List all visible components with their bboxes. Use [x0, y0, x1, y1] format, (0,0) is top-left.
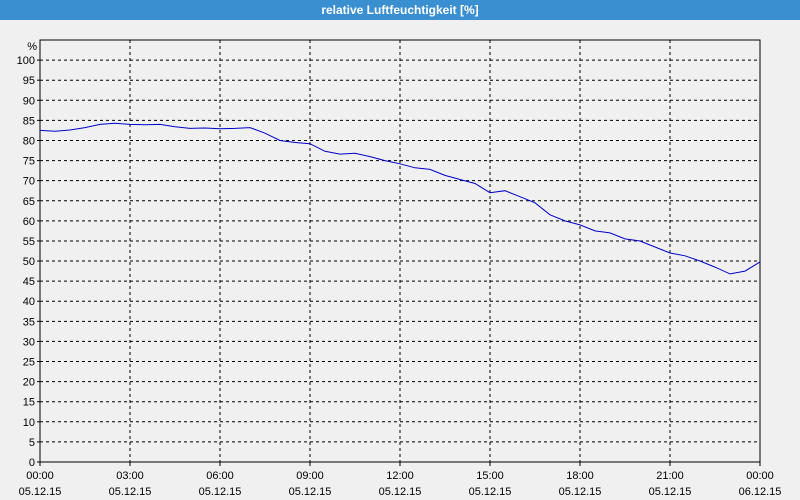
x-tick-time-label: 06:00 — [206, 470, 234, 482]
x-tick-date-label: 05.12.15 — [289, 486, 332, 498]
x-tick-time-label: 00:00 — [26, 470, 54, 482]
y-tick-label: 65 — [23, 196, 35, 208]
x-tick-time-label: 03:00 — [116, 470, 144, 482]
y-tick-label: 20 — [23, 377, 35, 389]
y-tick-label: 40 — [23, 296, 35, 308]
y-tick-label: 30 — [23, 336, 35, 348]
y-tick-label: 75 — [23, 156, 35, 168]
y-tick-label: 95 — [23, 75, 35, 87]
y-tick-label: 45 — [23, 276, 35, 288]
x-tick-date-label: 05.12.15 — [469, 486, 512, 498]
y-tick-label: 50 — [23, 256, 35, 268]
grid — [40, 40, 760, 463]
y-tick-label: 55 — [23, 236, 35, 248]
y-tick-label: 35 — [23, 316, 35, 328]
y-axis: 0 5 10 15 20 25 30 35 40 45 50 55 60 65 70 75 80 85 90 95 10… — [17, 55, 40, 469]
x-axis: 00:00 05.12.15 03:00 05.12.15 06:00 05.12.15 0… — [19, 462, 782, 498]
y-tick-label: 90 — [23, 95, 35, 107]
chart-title: relative Luftfeuchtigkeit [%] — [0, 0, 800, 20]
humidity-chart: % 0 5 10 15 20 25 30 35 40 45 50 55 60 65 70 75 80 85 90 95… — [17, 39, 782, 498]
y-tick-label: 25 — [23, 357, 35, 369]
y-tick-label: 10 — [23, 417, 35, 429]
x-tick-time-label: 18:00 — [566, 470, 594, 482]
y-tick-label: 80 — [23, 135, 35, 147]
humidity-series-line — [39, 122, 761, 275]
y-tick-label: 100 — [17, 55, 35, 67]
x-tick-date-label: 05.12.15 — [649, 486, 692, 498]
y-tick-label: 60 — [23, 216, 35, 228]
x-tick-time-label: 15:00 — [476, 470, 504, 482]
x-tick-time-label: 12:00 — [386, 470, 414, 482]
x-tick-date-label: 05.12.15 — [19, 486, 62, 498]
x-tick-time-label: 21:00 — [656, 470, 684, 482]
x-tick-time-label: 00:00 — [746, 470, 774, 482]
y-tick-label: 5 — [29, 437, 35, 449]
x-tick-time-label: 09:00 — [296, 470, 324, 482]
y-tick-label: 0 — [29, 457, 35, 469]
x-tick-date-label: 05.12.15 — [559, 486, 602, 498]
x-tick-date-label: 05.12.15 — [379, 486, 422, 498]
x-tick-date-label: 05.12.15 — [199, 486, 242, 498]
x-tick-date-label: 05.12.15 — [109, 486, 152, 498]
y-tick-label: 70 — [23, 176, 35, 188]
y-axis-unit-label: % — [27, 41, 37, 53]
x-tick-date-label: 06.12.15 — [739, 486, 782, 498]
y-tick-label: 15 — [23, 397, 35, 409]
y-tick-label: 85 — [23, 115, 35, 127]
